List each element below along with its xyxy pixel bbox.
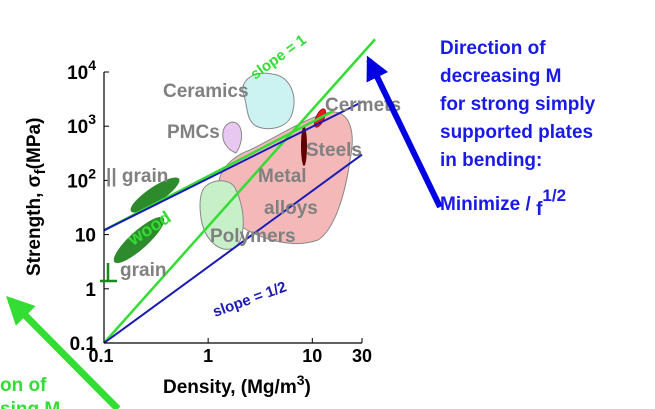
x-axis-label-text: Density, (Mg/m (163, 377, 297, 398)
blue-annotation-line-1: Direction of (440, 38, 546, 59)
region-wood-parallel-grain (130, 177, 180, 213)
y-tick-label: 1 (85, 280, 96, 301)
region-wood-perpendicular-grain (113, 216, 165, 264)
green-direction-arrow (6, 296, 121, 409)
x-tick-label: 10 (302, 346, 322, 366)
x-tick-label: 0.1 (88, 346, 113, 366)
y-axis-label-text: Strength, σ (24, 174, 45, 276)
y-axis-label-unit: (MPa) (24, 118, 45, 170)
y-tick-exponent: 2 (88, 165, 96, 181)
y-tick-base: 10 (67, 117, 88, 138)
label-wood: wood (123, 207, 174, 250)
guide-line-4 (103, 101, 363, 232)
label-pmcs: PMCs (167, 122, 220, 143)
label-parallel-grain: || grain (106, 166, 168, 187)
label-metal: Metal (258, 166, 307, 187)
x-axis-label-close: ) (305, 377, 311, 398)
green-annotation-line-2: sing M (0, 399, 60, 409)
minimize-prefix: Minimize / (440, 194, 536, 215)
label-steels: Steels (306, 140, 362, 161)
region-pmcs (222, 121, 242, 154)
guide-line-3 (103, 153, 363, 344)
region-steels (301, 126, 307, 166)
blue-annotation-line-3: for strong simply (440, 94, 596, 115)
label-cermets: Cermets (325, 95, 401, 116)
x-axis-label-exponent: 3 (297, 372, 305, 388)
y-tick-label: 103 (67, 111, 96, 138)
blue-annotation-line-4: supported plates (440, 122, 593, 143)
y-tick-label: 0.1 (70, 334, 97, 355)
y-tick-label: 10 (75, 226, 96, 247)
y-axis-label-sub: f (32, 168, 49, 174)
region-ceramics (242, 72, 295, 130)
x-tick-label: 30 (352, 346, 372, 366)
label-alloys: alloys (264, 198, 318, 219)
guide-line-1 (103, 38, 376, 344)
y-tick-label: 102 (67, 165, 96, 192)
label-ceramics: Ceramics (163, 81, 249, 102)
minimize-text: Minimize / f1/2 (440, 186, 566, 220)
x-axis-label: Density, (Mg/m3) (163, 372, 311, 398)
label-perpendicular-grain: grain (120, 260, 166, 281)
x-tick-label: 1 (203, 346, 213, 366)
green-annotation-line-1: on of (0, 375, 47, 396)
y-tick-label: 104 (67, 57, 96, 84)
label-polymers: Polymers (210, 226, 296, 247)
y-axis-label: Strength, σf(MPa) (24, 118, 49, 276)
minimize-f: f (536, 199, 543, 220)
y-tick-base: 10 (67, 63, 88, 84)
blue-annotation-line-2: decreasing M (440, 66, 561, 87)
minimize-exponent: 1/2 (542, 186, 566, 205)
label-slope-half: slope = 1/2 (211, 278, 289, 320)
y-tick-exponent: 3 (88, 111, 96, 127)
blue-annotation-line-5: in bending: (440, 150, 542, 171)
blue-direction-arrow (366, 55, 443, 209)
y-tick-base: 10 (67, 171, 88, 192)
y-tick-exponent: 4 (88, 57, 96, 73)
